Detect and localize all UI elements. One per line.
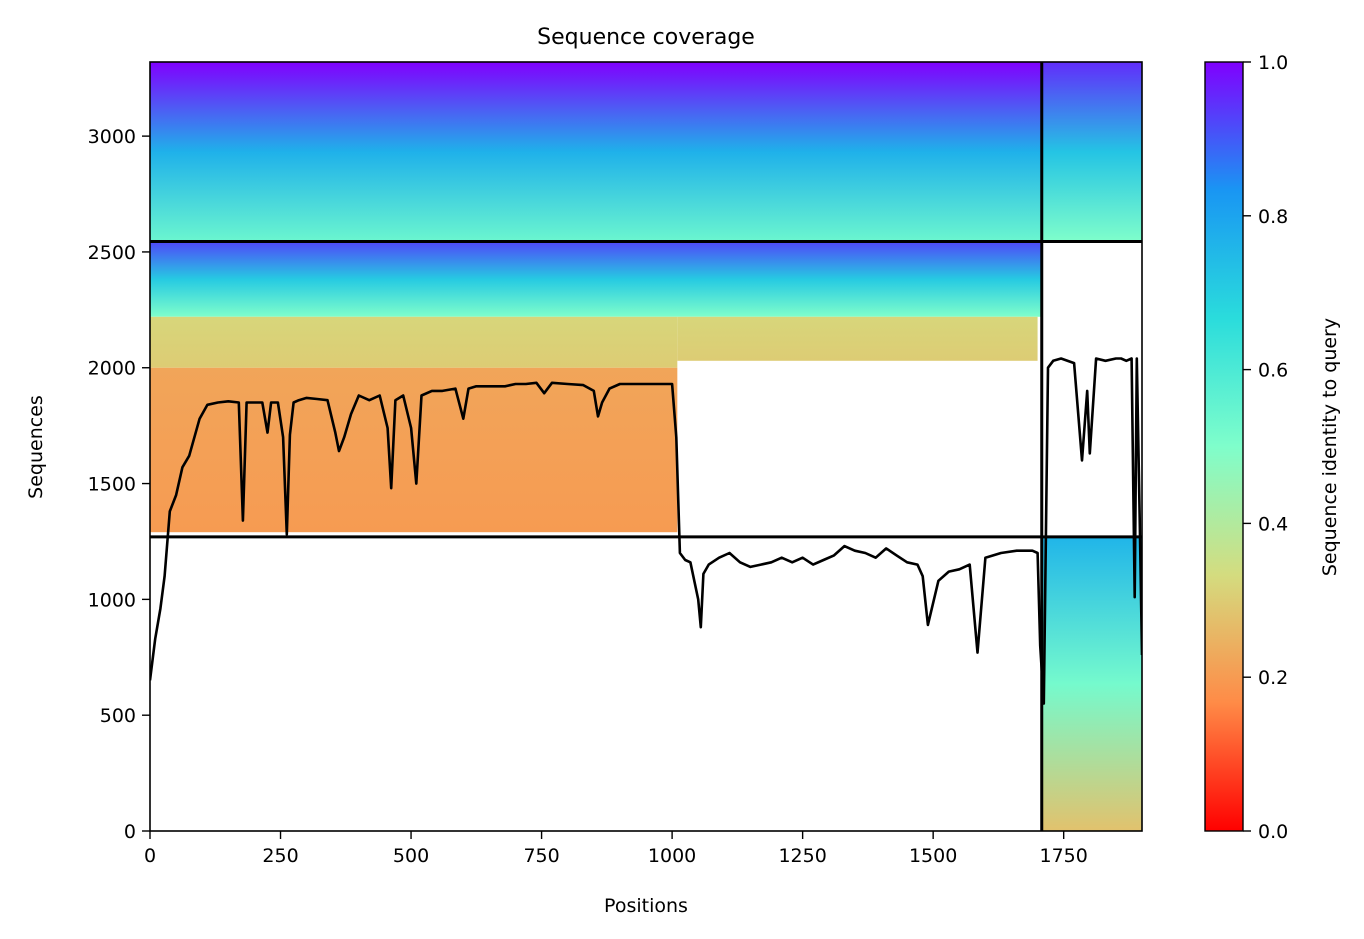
chain-boundaries [150,62,1142,831]
y-tick-label: 2500 [88,242,136,264]
colorbar-tick-label: 0.6 [1258,360,1288,382]
colorbar [1204,61,1244,832]
y-axis-label: Sequences [25,395,47,499]
colorbar-tick-label: 0.2 [1258,667,1288,689]
y-tick-label: 2000 [88,358,136,380]
heatmap-band [1041,536,1142,831]
colorbar-tick-label: 0.4 [1258,513,1288,535]
colorbar-tick-label: 0.0 [1258,821,1288,843]
y-tick-label: 1500 [88,474,136,496]
heatmap-band [150,62,1042,242]
x-axis-label: Positions [604,895,688,917]
y-axis-ticks: 0 500 1000 1500 2000 2500 3000 [88,126,150,843]
x-tick-label: 1000 [648,845,696,867]
x-tick-label: 1250 [778,845,826,867]
y-tick-label: 0 [124,821,136,843]
colorbar-label: Sequence identity to query [1319,318,1341,576]
heatmap-band [677,316,1038,361]
heatmap-band [1041,62,1142,242]
y-tick-label: 1000 [88,589,136,611]
y-tick-label: 500 [100,705,136,727]
x-axis-ticks: 0 250 500 750 1000 1250 1500 1750 [144,831,1088,867]
heatmap-band [150,241,1042,317]
colorbar-tick-label: 0.8 [1258,206,1288,228]
x-tick-label: 1750 [1040,845,1088,867]
plot-frame [149,61,1143,832]
x-tick-label: 250 [262,845,298,867]
heatmap-band [150,316,678,368]
x-tick-label: 500 [393,845,429,867]
heatmap-bands [150,62,1142,831]
chart-title: Sequence coverage [537,25,755,50]
x-tick-label: 1500 [909,845,957,867]
x-tick-label: 0 [144,845,156,867]
coverage-line [150,357,1142,705]
colorbar-ticks: 0.0 0.2 0.4 0.6 0.8 1.0 [1243,52,1288,843]
x-tick-label: 750 [523,845,559,867]
colorbar-tick-label: 1.0 [1258,52,1288,74]
y-tick-label: 3000 [88,126,136,148]
